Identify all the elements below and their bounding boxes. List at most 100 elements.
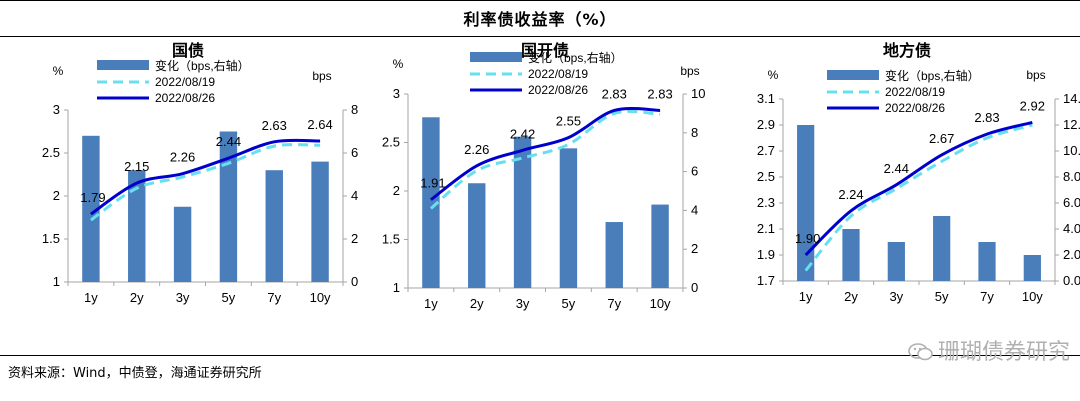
data-label: 2.44 [884,161,909,176]
legend-label-curr: 2022/08/26 [885,101,945,115]
data-label: 2.92 [1020,98,1045,113]
right-tick-label: 4 [691,202,698,217]
data-label: 2.83 [602,86,627,101]
left-tick-label: 3.1 [757,91,775,106]
left-tick-label: 1.5 [382,232,400,247]
left-tick-label: 2.7 [757,143,775,158]
bar [605,222,623,288]
legend-label-curr: 2022/08/26 [155,91,215,105]
left-tick-label: 2.5 [382,135,400,150]
x-tick-label: 7y [980,289,994,304]
data-label: 2.26 [170,150,195,165]
data-label: 2.55 [556,114,581,129]
left-tick-label: 2.9 [757,117,775,132]
panel-title: 国开债 [521,41,569,60]
right-tick-label: 4.0 [1063,221,1080,236]
left-unit-label: % [768,68,779,82]
source-note: 资料来源：Wind，中债登，海通证券研究所 [8,366,262,381]
right-tick-label: 4 [351,188,358,203]
left-tick-label: 3 [393,86,400,101]
right-tick-label: 0.0 [1063,273,1080,288]
line-series-prev [429,109,661,210]
right-tick-label: 0 [691,280,698,295]
right-tick-label: 6 [691,164,698,179]
x-tick-label: 3y [176,290,190,305]
data-label: 2.42 [510,126,535,141]
bar [651,204,669,288]
x-tick-label: 2y [470,296,484,311]
legend: 变化（bps,右轴） 2022/08/19 2022/08/26 [827,68,980,115]
right-tick-label: 12.0 [1063,117,1080,132]
left-tick-label: 1.5 [42,231,60,246]
right-tick-label: 8.0 [1063,169,1080,184]
x-tick-label: 3y [889,289,903,304]
left-tick-label: 2.3 [757,195,775,210]
left-tick-label: 1 [53,274,60,289]
right-tick-label: 10.0 [1063,143,1080,158]
bar [933,216,951,281]
x-tick-label: 2y [844,289,858,304]
left-tick-label: 2 [53,188,60,203]
data-label: 2.44 [216,134,241,149]
data-label: 1.79 [80,190,105,205]
left-tick-label: 2.1 [757,221,775,236]
left-unit-label: % [393,57,404,71]
data-label: 2.64 [307,117,332,132]
x-tick-label: 5y [935,289,949,304]
right-tick-label: 0 [351,274,358,289]
figure-title: 利率债收益率（%） [463,10,617,29]
x-tick-label: 1y [84,290,98,305]
legend-label-curr: 2022/08/26 [528,83,588,97]
left-tick-label: 1 [393,280,400,295]
legend-label-bars: 变化（bps,右轴） [885,68,980,83]
x-tick-label: 10y [1022,289,1043,304]
line-series-curr [90,138,321,216]
legend: 变化（bps,右轴） 2022/08/19 2022/08/26 [97,58,250,105]
legend-label-bars: 变化（bps,右轴） [155,58,250,73]
line-series-curr [804,120,1033,257]
x-tick-label: 3y [516,296,530,311]
bar [887,242,905,281]
legend-label-prev: 2022/08/19 [885,85,945,99]
bar [513,136,532,288]
bar [82,135,100,282]
data-label: 2.26 [464,142,489,157]
right-unit-label: bps [680,64,699,78]
source-rule [0,355,1080,356]
bar [797,125,815,281]
x-tick-label: 1y [799,289,813,304]
line-series-prev [804,123,1033,272]
x-tick-label: 10y [310,290,331,305]
bar [559,148,578,288]
x-tick-label: 7y [607,296,621,311]
bar [128,170,146,282]
line-series-curr [430,107,661,201]
data-label: 2.15 [124,159,149,174]
left-tick-label: 2.5 [42,145,60,160]
legend-label-prev: 2022/08/19 [155,75,215,89]
data-label: 2.63 [262,118,287,133]
x-tick-label: 2y [130,290,144,305]
right-tick-label: 14.0 [1063,91,1080,106]
left-tick-label: 1.7 [757,273,775,288]
legend-label-bars: 变化（bps,右轴） [528,50,623,65]
bar [1023,255,1041,281]
bar [219,131,238,282]
right-tick-label: 6.0 [1063,195,1080,210]
top-rule [0,0,1080,1]
x-tick-label: 10y [650,296,671,311]
right-tick-label: 8 [351,102,358,117]
panel-title: 国债 [172,41,204,60]
data-label: 2.67 [929,131,954,146]
right-tick-label: 10 [691,86,705,101]
right-unit-label: bps [1026,68,1045,82]
legend-swatch-bars [470,52,522,62]
x-tick-label: 7y [267,290,281,305]
right-tick-label: 2 [351,231,358,246]
bar [468,183,486,288]
x-tick-label: 5y [222,290,236,305]
watermark: 珊瑚债券研究 [908,334,1070,366]
